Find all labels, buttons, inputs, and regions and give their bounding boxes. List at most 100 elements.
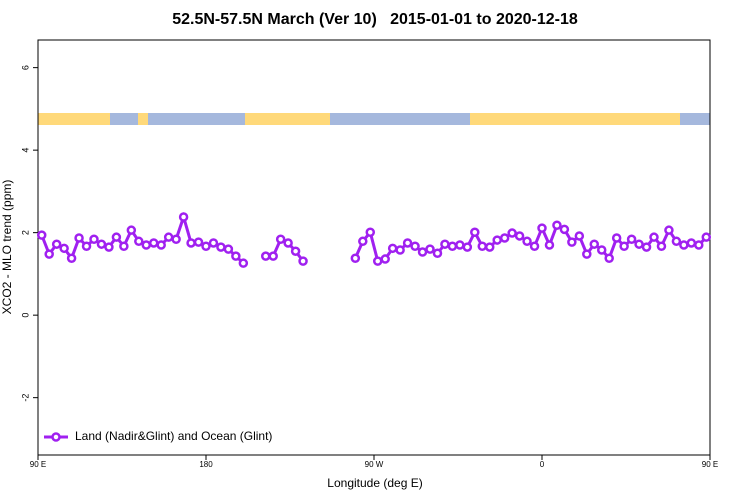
data-point [611, 233, 622, 243]
data-point [477, 241, 488, 252]
data-point [507, 228, 517, 238]
data-point [216, 242, 226, 252]
data-point [596, 245, 607, 255]
y-tick-label: 4 [20, 148, 30, 153]
data-point [387, 243, 398, 254]
land-band [138, 113, 148, 125]
data-point [51, 239, 62, 249]
data-point [432, 248, 443, 259]
data-point [656, 241, 667, 252]
data-point [358, 236, 368, 247]
data-point [193, 237, 204, 247]
data-point [619, 241, 629, 252]
data-point [126, 225, 137, 235]
data-point [664, 225, 674, 235]
legend-marker [51, 432, 61, 442]
data-point [514, 231, 525, 241]
data-point [89, 234, 99, 244]
data-point [298, 256, 308, 266]
data-point [544, 240, 555, 250]
data-point [372, 256, 383, 266]
data-point [268, 251, 278, 261]
data-point [111, 232, 122, 242]
data-point [425, 244, 435, 254]
data-point [260, 251, 271, 261]
data-point [283, 238, 293, 248]
data-point [290, 246, 301, 256]
data-point [634, 239, 644, 249]
data-point [178, 212, 189, 222]
data-point [201, 241, 211, 252]
data-point [402, 238, 413, 248]
x-axis-label: Longitude (deg E) [327, 476, 422, 490]
x-tick-label: 180 [199, 460, 213, 469]
data-point [163, 232, 174, 242]
data-point [417, 247, 428, 257]
land-band [245, 113, 330, 125]
data-point [365, 227, 376, 237]
data-point [275, 234, 286, 244]
data-point [395, 245, 405, 255]
data-point [694, 240, 704, 250]
legend-label: Land (Nadir&Glint) and Ocean (Glint) [75, 429, 272, 443]
y-tick-label: 0 [20, 313, 30, 318]
data-point [522, 236, 532, 247]
data-point [44, 249, 54, 259]
land-band [470, 113, 680, 125]
data-point [74, 233, 84, 243]
data-point [589, 239, 600, 249]
x-tick-label: 90 E [702, 460, 718, 469]
data-point [410, 241, 420, 252]
data-point [701, 232, 712, 242]
data-point [36, 230, 47, 240]
data-point [574, 231, 585, 241]
data-point [529, 241, 540, 252]
data-point [484, 242, 495, 252]
x-tick-label: 90 W [365, 460, 384, 469]
data-point [559, 224, 570, 235]
land-ocean-band [38, 113, 710, 125]
data-point [626, 234, 637, 244]
data-point [641, 242, 652, 252]
data-point [186, 238, 196, 248]
x-tick-label: 0 [540, 460, 545, 469]
y-tick-label: 6 [20, 65, 30, 70]
y-tick-label: 2 [20, 230, 30, 235]
y-axis-label: XCO2 - MLO trend (ppm) [0, 180, 14, 315]
data-point [470, 227, 480, 237]
data-point [462, 242, 473, 252]
data-point [567, 237, 577, 247]
data-point [96, 239, 107, 249]
x-tick-label: 90 E [30, 460, 46, 469]
data-point [447, 241, 458, 252]
data-point [223, 244, 234, 254]
data-point [671, 236, 682, 247]
data-point [59, 243, 69, 254]
data-point [141, 240, 152, 250]
y-tick-label: -2 [20, 394, 30, 402]
data-point [148, 238, 159, 248]
data-point [537, 223, 547, 233]
chart-title: 52.5N-57.5N March (Ver 10) 2015-01-01 to… [172, 11, 578, 28]
data-point [686, 238, 697, 248]
land-band [38, 113, 110, 125]
data-point [492, 235, 502, 245]
data-point [380, 254, 390, 264]
data-point [679, 240, 689, 250]
data-point [119, 241, 129, 252]
data-point [171, 234, 181, 244]
data-point [499, 233, 510, 243]
data-point [66, 253, 77, 263]
data-point [350, 253, 361, 263]
data-point [231, 251, 241, 261]
data-point [440, 239, 450, 249]
data-point [134, 236, 144, 247]
data-point [455, 240, 465, 250]
data-point [81, 241, 92, 252]
data-point [156, 240, 166, 250]
data-point [604, 253, 614, 263]
data-point [104, 242, 114, 252]
data-point [582, 249, 592, 259]
data-point [208, 238, 219, 248]
